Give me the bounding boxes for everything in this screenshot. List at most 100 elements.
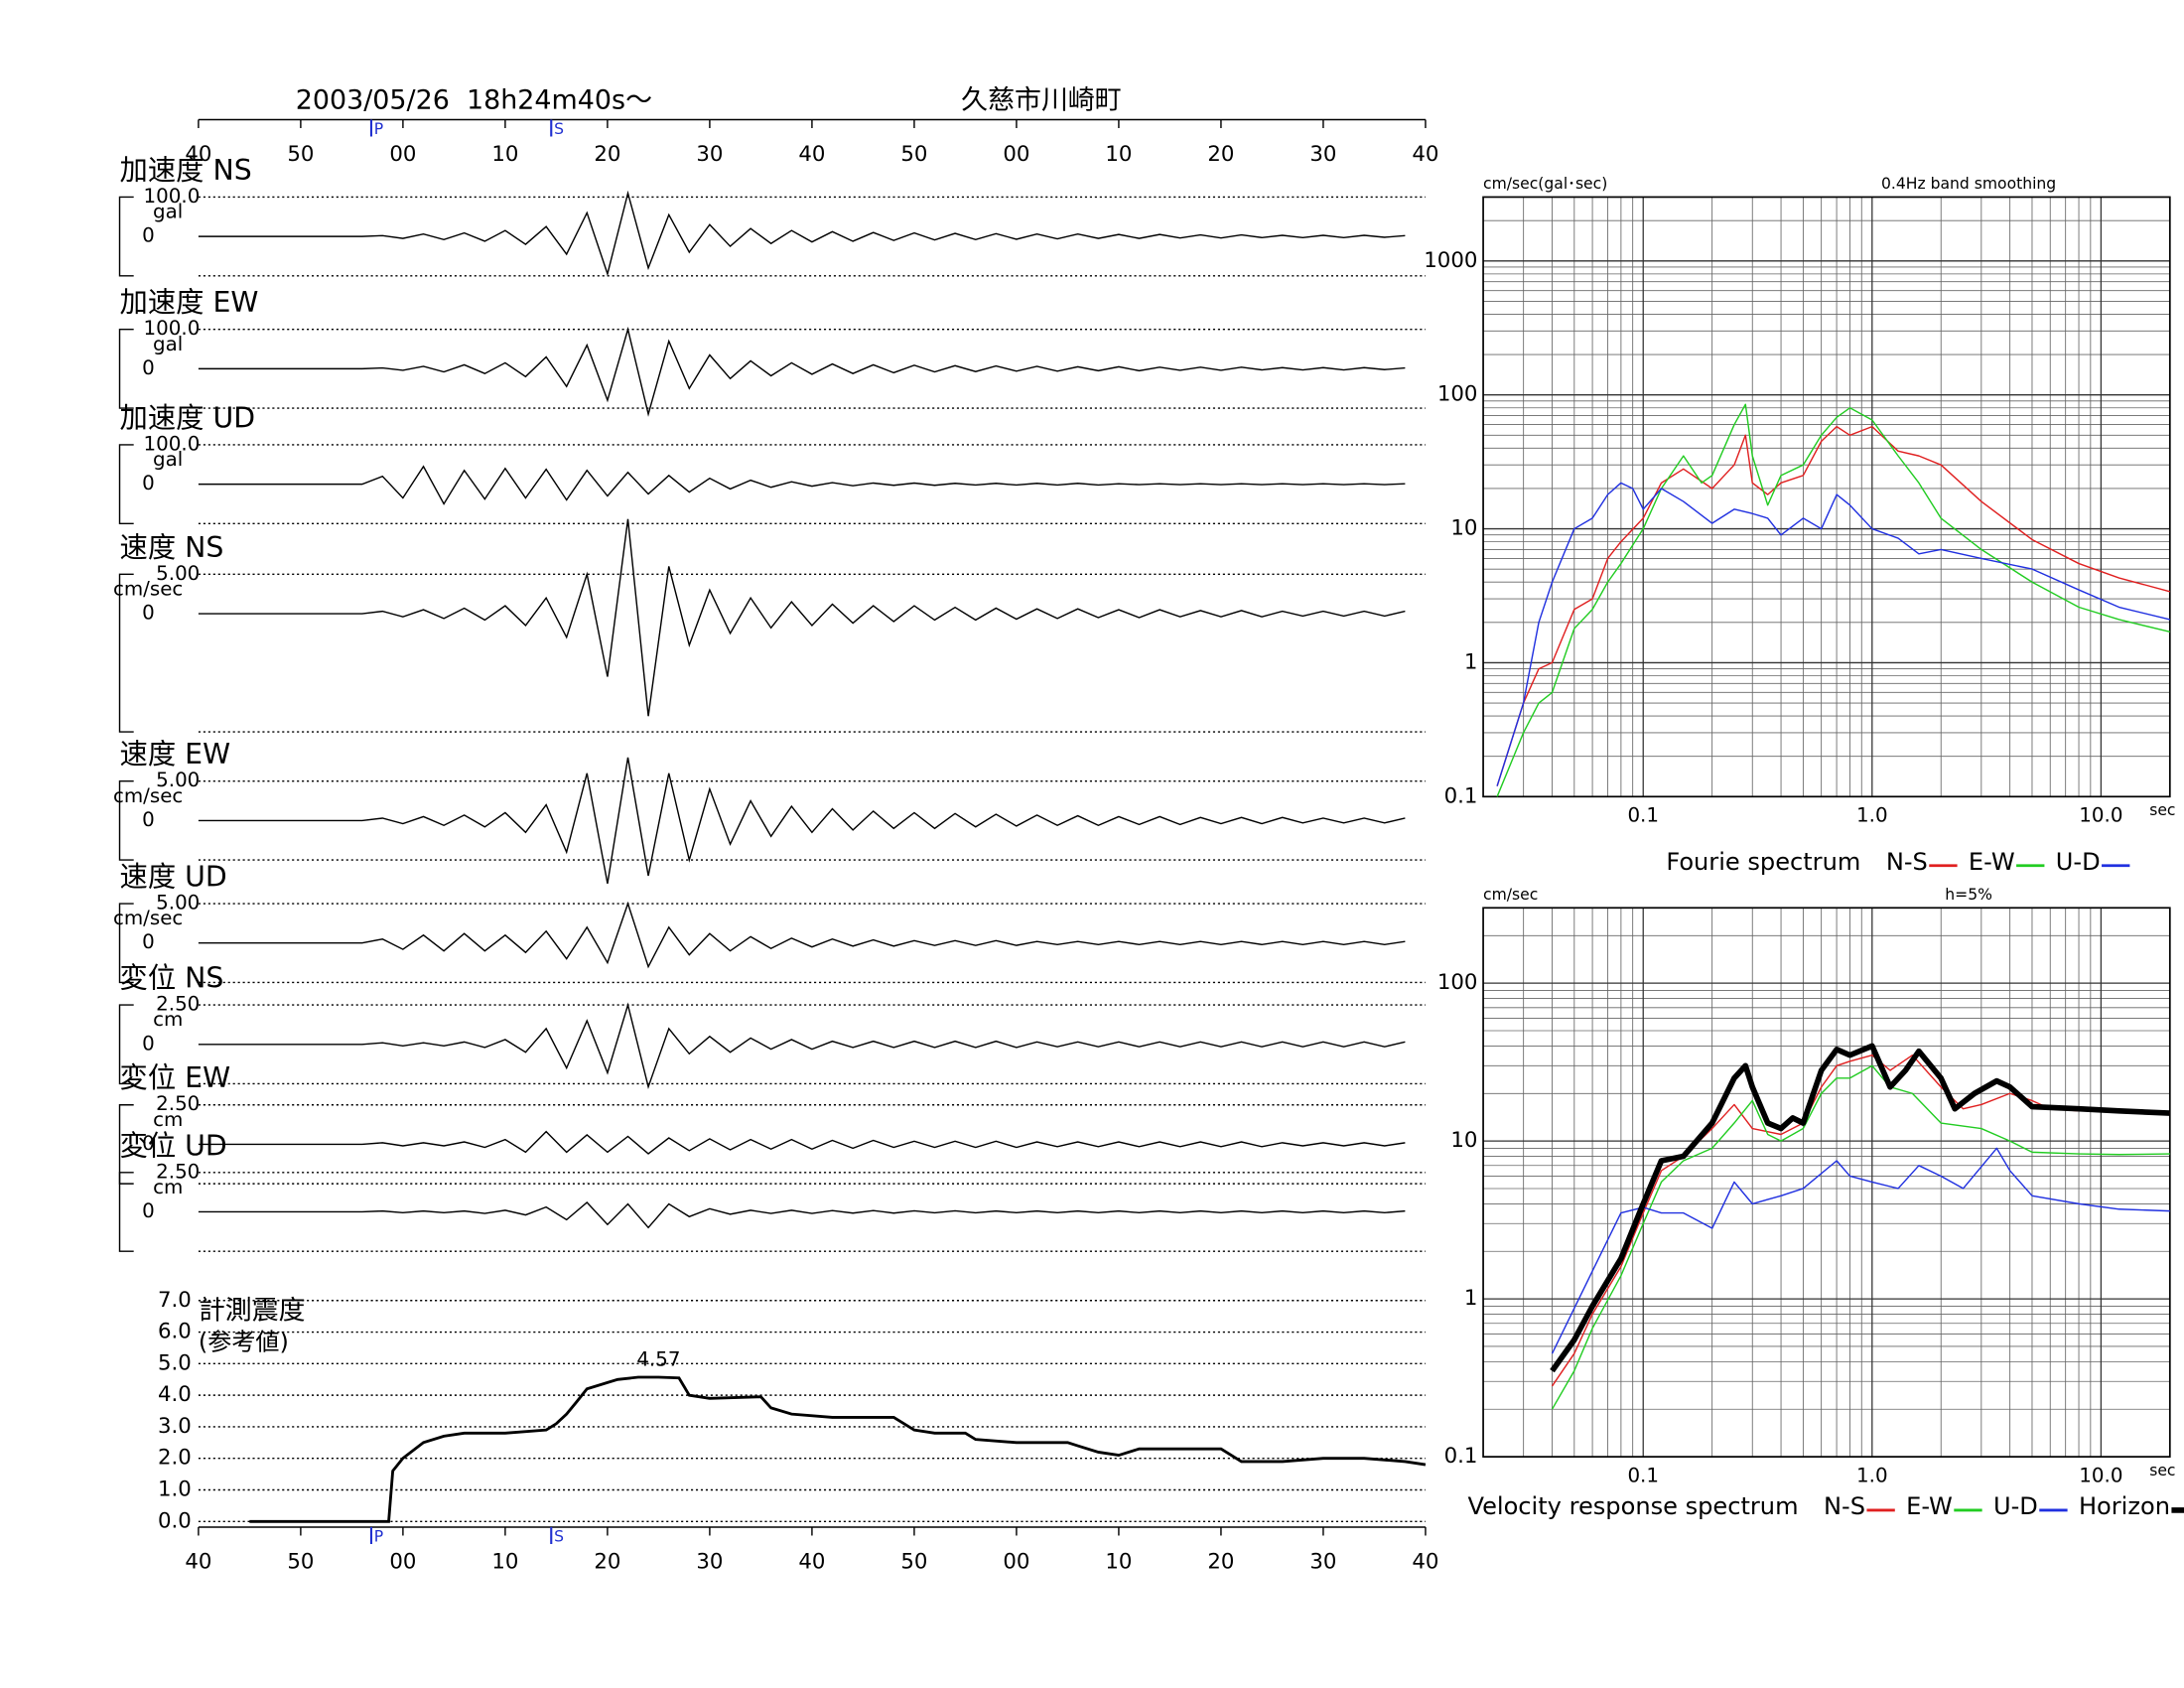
intensity-title: 計測震度	[199, 1296, 306, 1327]
trace-bracket	[118, 1172, 134, 1252]
y-tick-label: 7.0	[158, 1288, 192, 1313]
x-axis-label: sec	[2149, 801, 2175, 819]
scale-label: 2.50	[156, 993, 200, 1016]
time-tick-label: 00	[389, 142, 416, 167]
waveform	[198, 757, 1406, 885]
legend-label: E-W	[1906, 1492, 1953, 1520]
y-tick-label: 1	[1464, 1286, 1478, 1311]
y-tick-label: 0.0	[158, 1508, 192, 1533]
waveform	[198, 326, 1406, 417]
waveform	[198, 901, 1406, 969]
waveform	[198, 518, 1406, 717]
scale-label: 2.50	[156, 1160, 200, 1183]
spectrum-line	[1551, 1147, 2170, 1354]
phase-label: P	[374, 1527, 383, 1545]
x-tick-label: 1.0	[1856, 804, 1888, 827]
time-tick-label: 20	[1207, 1549, 1234, 1574]
intensity-line	[249, 1375, 1427, 1523]
trace-bracket	[118, 1104, 134, 1185]
time-tick-label: 00	[389, 1549, 416, 1574]
y-tick-label: 3.0	[158, 1414, 192, 1439]
trace-name: 変位 NS	[120, 962, 224, 995]
time-tick-label: 40	[798, 142, 825, 167]
time-tick-label: 40	[185, 142, 211, 167]
scale-label: 100.0	[144, 185, 201, 208]
zero-label: 0	[142, 1132, 155, 1155]
chart-title: Fourie spectrum	[1666, 848, 1860, 876]
trace-bracket	[118, 1004, 134, 1085]
trace-bracket	[118, 328, 134, 409]
time-tick-label: 40	[798, 1549, 825, 1574]
trace-name: 速度 NS	[120, 531, 224, 564]
intensity-subtitle: (参考値)	[199, 1328, 289, 1355]
y-tick-label: 0.1	[1444, 1444, 1478, 1469]
x-tick-label: 10.0	[2079, 1464, 2122, 1486]
spectrum-line	[1550, 1043, 2170, 1373]
time-tick-label: 20	[594, 142, 620, 167]
time-tick-label: 40	[1412, 142, 1438, 167]
y-tick-label: 2.0	[158, 1446, 192, 1471]
time-tick-label: 50	[287, 1549, 314, 1574]
time-tick-label: 10	[491, 142, 518, 167]
scale-label: 100.0	[144, 317, 201, 340]
waveform	[198, 1130, 1406, 1155]
trace-name: 変位 EW	[120, 1061, 231, 1094]
y-tick-label: 0.1	[1444, 783, 1478, 808]
time-tick-label: 10	[1105, 142, 1132, 167]
x-tick-label: 0.1	[1627, 1464, 1659, 1486]
time-tick-label: 50	[900, 1549, 927, 1574]
legend-label: U-D	[2056, 848, 2101, 876]
trace-name: 加速度 NS	[120, 154, 252, 187]
trace-name: 変位 UD	[120, 1129, 227, 1162]
time-tick-label: 00	[1003, 142, 1029, 167]
plot-frame	[1482, 196, 2171, 798]
time-tick-label: 10	[1105, 1549, 1132, 1574]
unit-label: gal	[153, 448, 183, 471]
annotation: 4.57	[636, 1348, 680, 1371]
scale-label: 2.50	[156, 1092, 200, 1115]
time-tick-label: 30	[1309, 142, 1336, 167]
spectrum-line	[1551, 1064, 2170, 1410]
unit-label: gal	[153, 201, 183, 223]
trace-name: 加速度 EW	[120, 286, 259, 319]
unit-label: cm/sec	[113, 577, 183, 600]
time-tick-label: 40	[185, 1549, 211, 1574]
zero-label: 0	[142, 1032, 155, 1055]
y-tick-label: 100	[1437, 382, 1478, 407]
waveform	[198, 190, 1406, 277]
trace-name: 速度 EW	[120, 738, 231, 771]
x-tick-label: 1.0	[1856, 1464, 1888, 1486]
spectrum-line	[1496, 482, 2170, 786]
time-tick-label: 00	[1003, 1549, 1029, 1574]
y-tick-label: 100	[1437, 970, 1478, 995]
zero-label: 0	[142, 224, 155, 247]
scale-label: 100.0	[144, 432, 201, 455]
y-tick-label: 1000	[1424, 248, 1477, 273]
record-datetime: 2003/05/26 18h24m40s〜	[296, 85, 652, 116]
zero-label: 0	[142, 930, 155, 953]
x-axis-label: sec	[2149, 1462, 2175, 1479]
phase-label: P	[374, 120, 383, 138]
trace-bracket	[118, 196, 134, 277]
zero-label: 0	[142, 472, 155, 494]
x-tick-label: 10.0	[2079, 804, 2122, 827]
waveform	[198, 1002, 1406, 1090]
time-tick-label: 10	[491, 1549, 518, 1574]
unit-label: cm/sec	[113, 907, 183, 929]
time-tick-label: 50	[287, 142, 314, 167]
y-tick-label: 1.0	[158, 1477, 192, 1502]
trace-bracket	[118, 780, 134, 861]
time-tick-label: 30	[696, 1549, 723, 1574]
legend-label: N-S	[1886, 848, 1928, 876]
zero-label: 0	[142, 602, 155, 625]
y-tick-label: 10	[1450, 516, 1477, 541]
legend-label: Horizon	[2079, 1492, 2170, 1520]
legend-label: U-D	[1993, 1492, 2038, 1520]
y-tick-label: 4.0	[158, 1382, 192, 1407]
y-tick-label: 6.0	[158, 1320, 192, 1344]
time-tick-label: 20	[594, 1549, 620, 1574]
y-tick-label: 1	[1464, 649, 1478, 674]
y-tick-label: 5.0	[158, 1350, 192, 1375]
time-tick-label: 50	[900, 142, 927, 167]
